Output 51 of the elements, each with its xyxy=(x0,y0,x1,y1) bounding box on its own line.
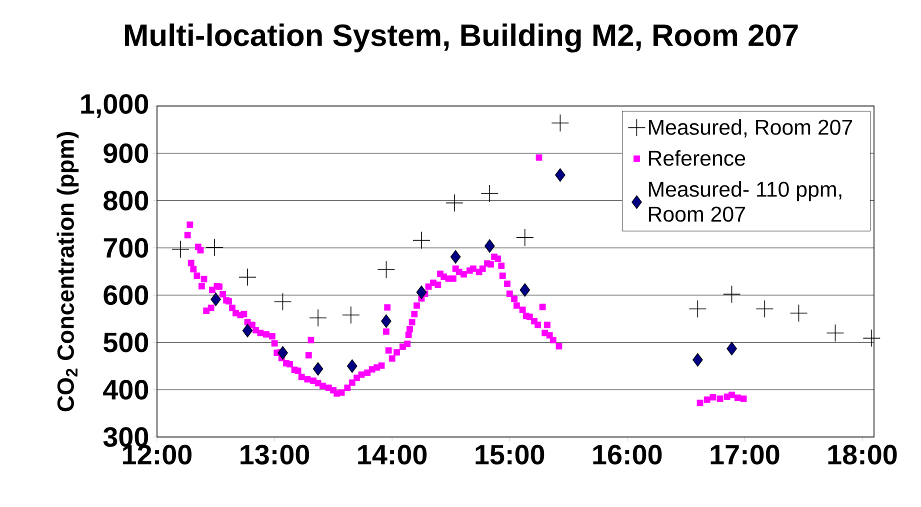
point xyxy=(520,283,530,297)
x-tick-label: 14:00 xyxy=(358,444,427,465)
point xyxy=(692,353,703,367)
point xyxy=(309,308,327,327)
point xyxy=(554,168,566,182)
point xyxy=(206,238,224,256)
x-tick-label: 18:00 xyxy=(828,444,897,465)
point xyxy=(722,285,741,304)
point xyxy=(242,324,253,338)
y-tick-label: 700 xyxy=(104,238,148,258)
point xyxy=(862,329,881,348)
point xyxy=(480,184,499,202)
y-tick-label: 600 xyxy=(104,285,148,306)
point xyxy=(790,304,808,322)
point xyxy=(450,250,461,264)
point xyxy=(412,231,430,250)
x-tick-label: 12:00 xyxy=(123,444,192,465)
legend-label: Measured, Room 207 xyxy=(648,119,852,138)
point xyxy=(278,346,288,360)
x-tick-label: 16:00 xyxy=(593,444,662,465)
point xyxy=(274,292,292,311)
legend-label: Measured- 110 ppm, Room 207 xyxy=(648,181,842,222)
y-tick-label: 900 xyxy=(104,143,148,164)
y-tick-label: 400 xyxy=(103,380,148,400)
point xyxy=(346,359,358,373)
y-tick-label: 1,000 xyxy=(81,94,148,118)
point xyxy=(377,260,396,279)
point xyxy=(445,194,464,212)
point xyxy=(312,362,324,376)
point xyxy=(516,228,534,246)
y-axis-title: CO$_{2}$ Concentration (ppm) xyxy=(56,132,79,412)
point xyxy=(484,239,495,253)
point xyxy=(172,240,190,258)
point xyxy=(756,300,774,318)
point xyxy=(381,314,392,328)
point xyxy=(416,286,427,300)
y-tick-label: 800 xyxy=(104,190,148,210)
point xyxy=(210,292,221,306)
point xyxy=(342,306,360,324)
chart-title: Multi-location System, Building M2, Room 207 xyxy=(125,24,798,52)
point xyxy=(726,342,737,356)
point xyxy=(826,324,844,342)
x-tick-label: 17:00 xyxy=(710,444,780,465)
legend-label: Reference xyxy=(648,150,746,166)
x-tick-label: 13:00 xyxy=(240,444,310,465)
point xyxy=(551,114,570,132)
y-tick-label: 500 xyxy=(104,332,148,352)
point xyxy=(238,268,256,286)
point xyxy=(688,300,707,318)
y-tick-label: 300 xyxy=(103,427,148,447)
x-tick-label: 15:00 xyxy=(476,444,544,465)
